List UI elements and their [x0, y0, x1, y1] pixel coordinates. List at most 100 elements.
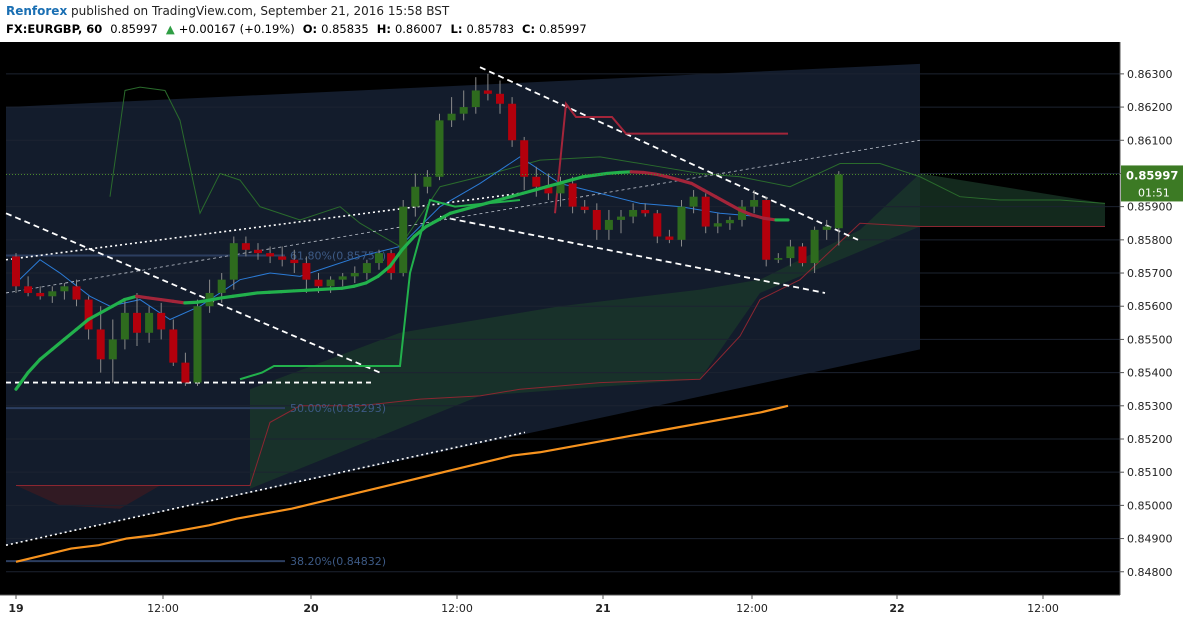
- last-price: 0.85997: [110, 22, 158, 36]
- candle-body: [592, 209, 601, 230]
- ema-segment: [364, 274, 380, 285]
- time-tick-label: 21: [595, 602, 610, 615]
- resistance-line: [554, 101, 788, 214]
- time-axis: [0, 595, 1184, 622]
- time-tick-label: 22: [889, 602, 904, 615]
- time-tick-label: 12:00: [736, 602, 768, 615]
- price-chart[interactable]: 61.80%(0.85753) 50.00%(0.85293) 38.20%(0.8…: [0, 42, 1184, 622]
- ema-segment: [472, 201, 489, 209]
- price-axis: [1120, 42, 1184, 622]
- author-name[interactable]: Renforex: [6, 4, 68, 18]
- ema-segment: [762, 216, 778, 222]
- ema-segment: [569, 175, 585, 182]
- high-label: H:: [376, 22, 391, 36]
- ema-segment: [605, 170, 621, 176]
- ema-segment: [496, 195, 513, 202]
- ema-segment: [521, 188, 537, 195]
- ema-segment: [448, 208, 464, 215]
- ema-segment: [255, 290, 271, 295]
- ema-segment: [183, 300, 199, 305]
- candle-body: [738, 206, 746, 220]
- candle-body: [653, 213, 662, 237]
- candle-body: [786, 246, 795, 259]
- candle-body: [689, 196, 698, 207]
- ema-segment: [291, 288, 308, 293]
- ema-segment: [726, 201, 742, 212]
- price-tick-label: 0.85400: [1127, 367, 1173, 380]
- candle-body: [411, 186, 420, 207]
- ema-segment: [207, 296, 223, 302]
- publish-info: Renforex published on TradingView.com, S…: [6, 4, 449, 18]
- candle-body: [508, 103, 517, 141]
- time-tick-label: 12:00: [441, 602, 473, 615]
- chart-header: Renforex published on TradingView.com, S…: [0, 0, 1184, 42]
- ema-segment: [26, 357, 42, 375]
- ema-segment: [677, 178, 694, 186]
- candle-body: [181, 362, 190, 383]
- candle-body: [108, 339, 117, 360]
- ema-segment: [436, 211, 452, 222]
- symbol-label[interactable]: FX:EURGBP, 60: [6, 22, 103, 36]
- price-tick-label: 0.85700: [1127, 267, 1173, 280]
- candle-body: [665, 236, 674, 240]
- ema-segment: [171, 299, 187, 305]
- candle-body: [641, 209, 650, 214]
- candle-body: [12, 256, 20, 287]
- symbol-line: FX:EURGBP, 60 0.85997 ▲ +0.00167 (+0.19%)…: [6, 22, 591, 36]
- candle-body: [471, 90, 480, 108]
- ema-segment: [303, 288, 320, 292]
- channel-midline: [5, 139, 921, 294]
- open-value: 0.85835: [321, 22, 369, 36]
- candle-body: [483, 90, 492, 94]
- chart-area[interactable]: 61.80%(0.85753) 50.00%(0.85293) 38.20%(0.8…: [0, 42, 1184, 622]
- candle-body: [241, 243, 250, 250]
- candle-body: [520, 140, 529, 177]
- ema-segment: [243, 291, 259, 297]
- ema-segment: [231, 293, 247, 298]
- ichimoku-cloud-green: [250, 173, 1105, 489]
- candle-body: [750, 200, 759, 207]
- ema-segment: [147, 296, 163, 302]
- ema-segment: [110, 297, 127, 308]
- ema-segment: [508, 191, 525, 199]
- candle-body: [604, 219, 613, 230]
- candle-body: [193, 306, 202, 383]
- candle-body: [834, 174, 843, 229]
- price-tick-label: 0.85900: [1127, 201, 1173, 214]
- candle-body: [774, 258, 783, 260]
- candle-body: [217, 279, 226, 293]
- candle-body: [350, 273, 359, 277]
- ema-segment: [340, 284, 356, 290]
- ema-segment: [50, 337, 66, 351]
- ema-segment: [98, 304, 115, 315]
- ema-segment: [135, 294, 151, 300]
- ema-segment: [629, 170, 645, 175]
- ema-segment: [267, 290, 283, 294]
- ema-segment: [279, 289, 296, 294]
- ema-segment: [738, 208, 754, 217]
- conversion-line: [15, 156, 761, 321]
- current-price-badge: [1121, 165, 1183, 202]
- candle-body: [169, 329, 178, 363]
- candle-body: [36, 292, 45, 297]
- grid-lines: [6, 73, 1120, 573]
- ema-segment: [557, 178, 573, 186]
- fib-level-label: 38.20%(0.84832): [290, 555, 386, 568]
- candle-body: [48, 291, 57, 297]
- candle-body: [810, 229, 819, 264]
- candle-body: [617, 216, 625, 220]
- candle-body: [798, 246, 807, 264]
- price-tick-label: 0.85500: [1127, 333, 1173, 346]
- candle-body: [375, 253, 383, 264]
- ema-segment: [424, 218, 440, 229]
- candle-body: [266, 253, 275, 257]
- base-line-green: [239, 198, 521, 381]
- cloud-span-a-line: [109, 86, 1106, 248]
- ema-segment: [38, 347, 54, 361]
- dotted-trend-line-upper: [5, 192, 521, 261]
- price-tick-label: 0.86100: [1127, 134, 1173, 147]
- candle-body: [72, 286, 81, 300]
- candle-body: [544, 186, 553, 194]
- candle-body: [629, 209, 638, 217]
- ema-segment: [86, 311, 103, 322]
